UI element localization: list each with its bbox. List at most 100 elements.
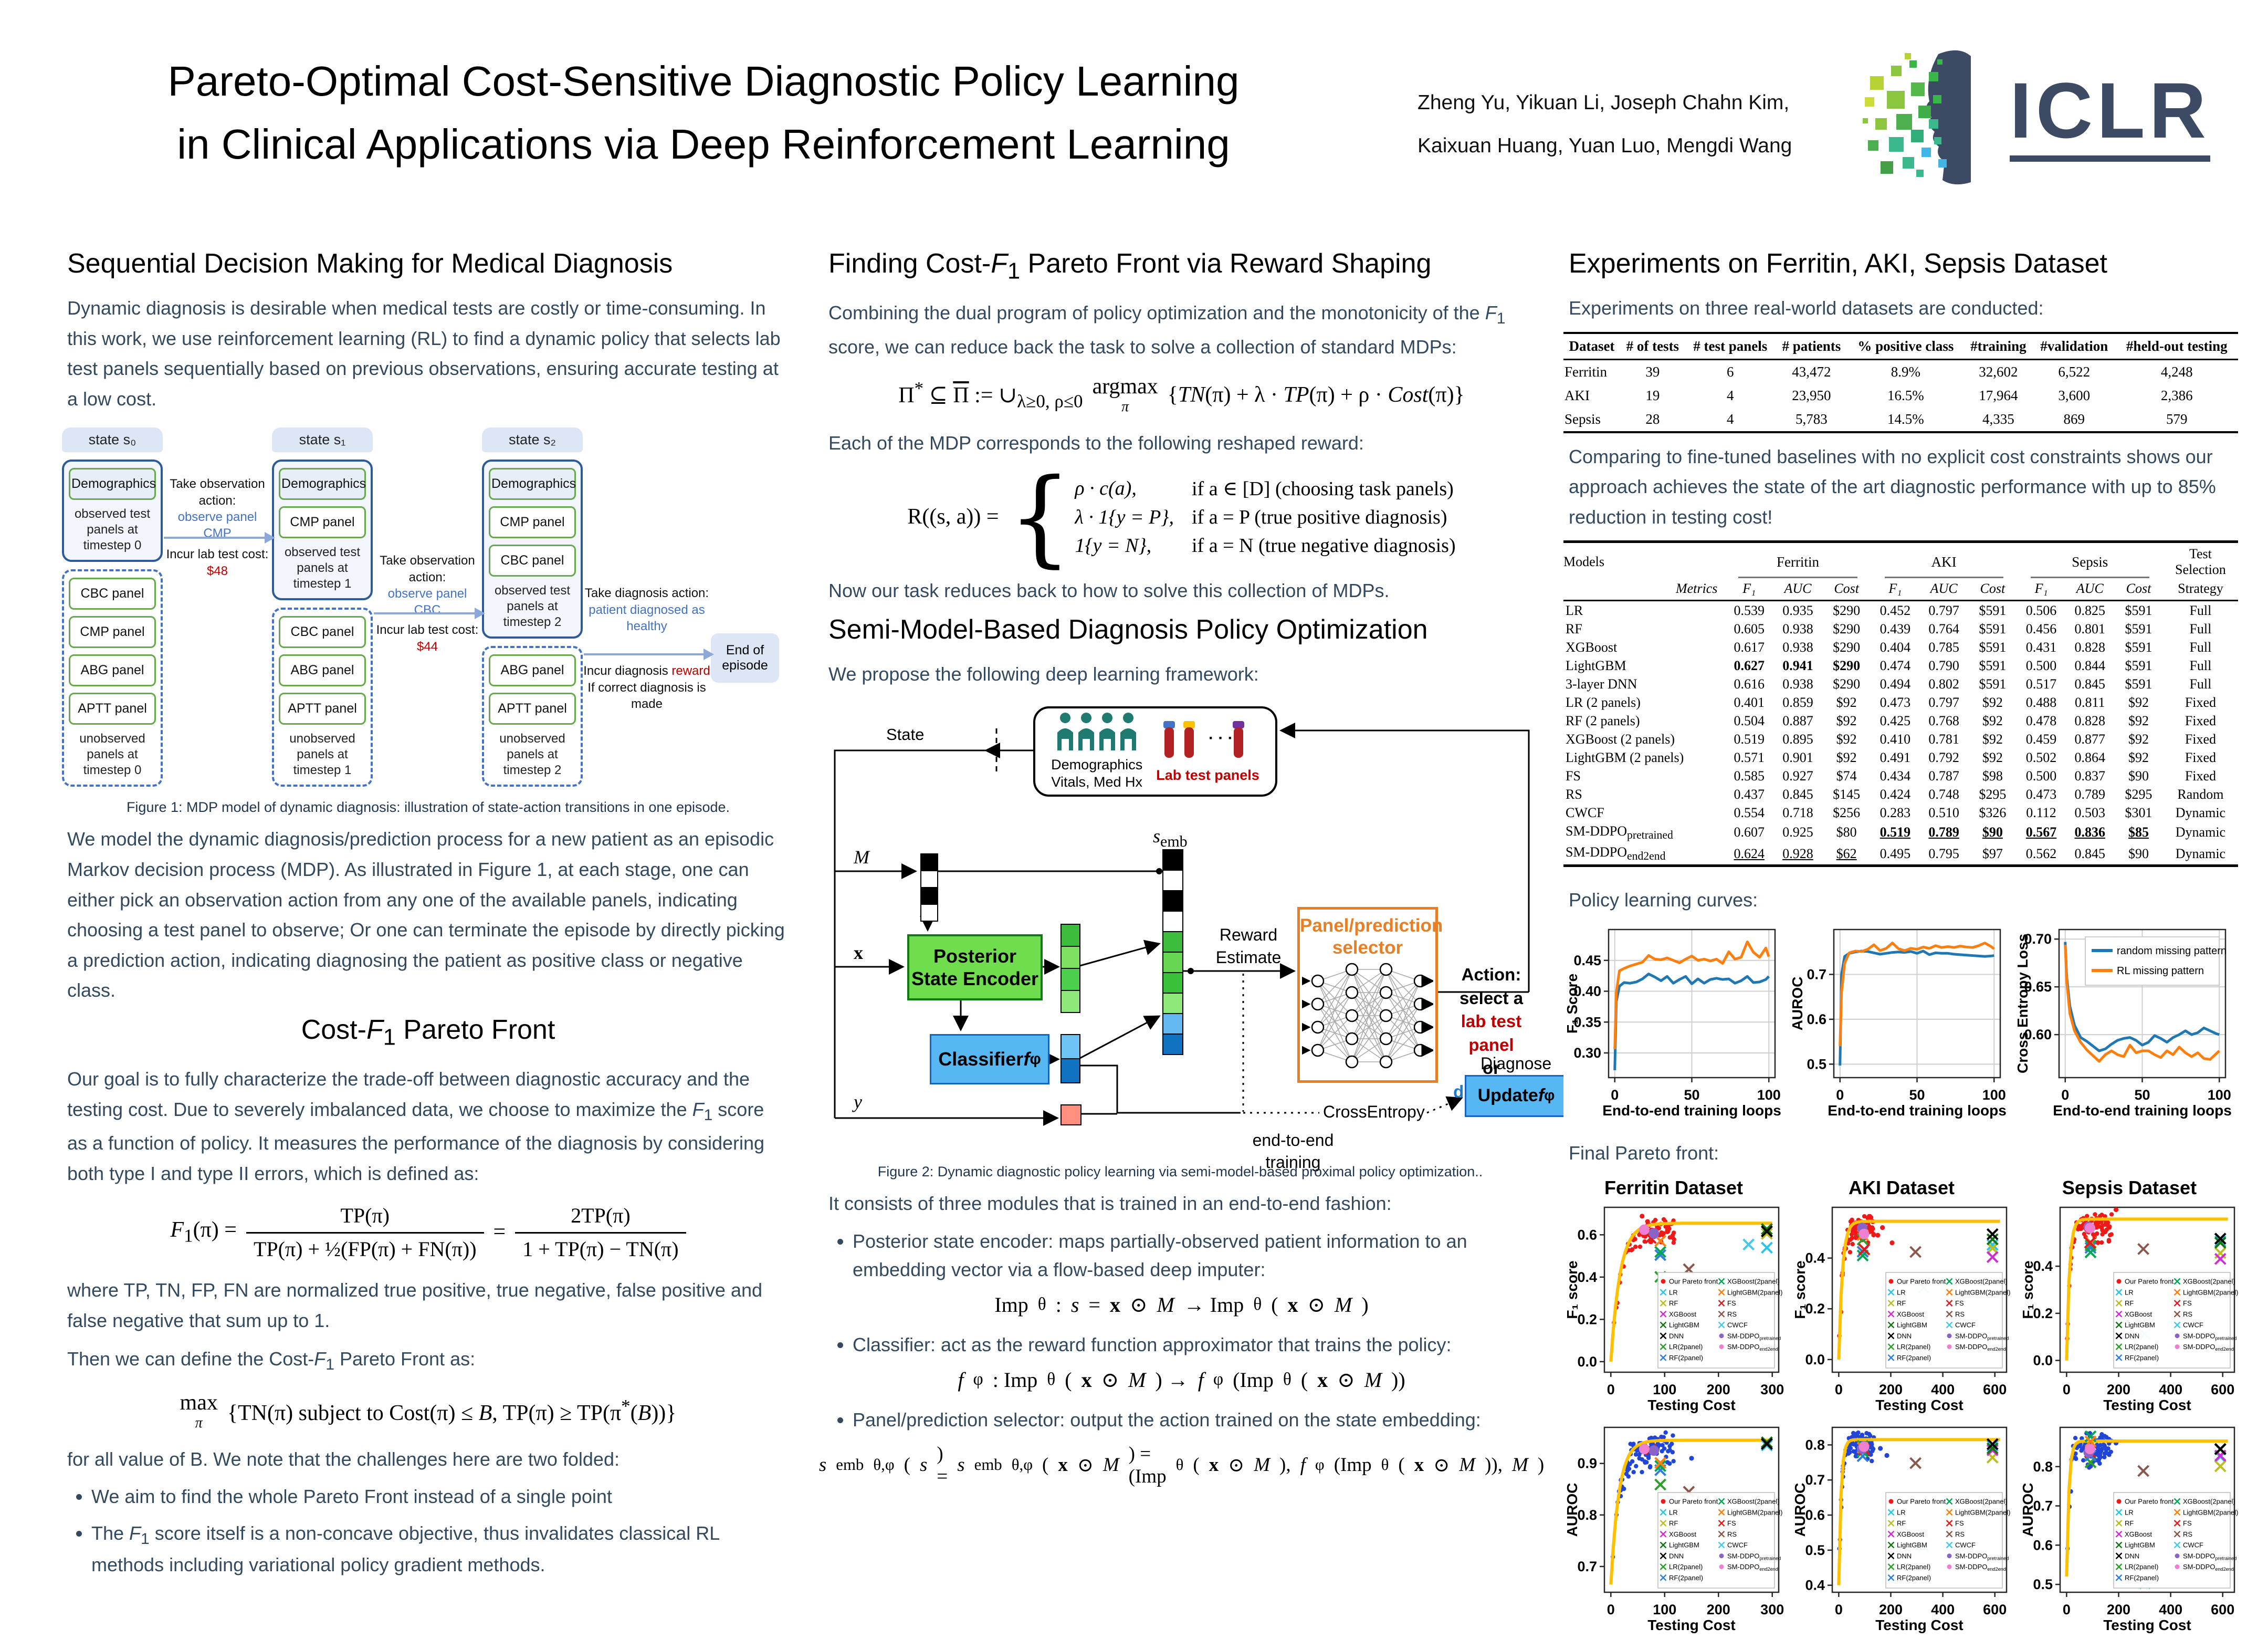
datasets-cell: 16.5%	[1887, 387, 1924, 403]
results-cell: $92	[2128, 694, 2149, 710]
f1-formula-lhs: F1(π) =	[170, 1218, 237, 1246]
svg-text:200: 200	[1879, 1382, 1903, 1397]
results-cell: 0.928	[1782, 845, 1813, 861]
fig1-panel: Demographics	[69, 468, 156, 500]
fig2-x-label: x	[854, 942, 863, 963]
fig2-diagnose-label: Diagnose	[1480, 1053, 1552, 1073]
fig1-panel: CBC panel	[69, 578, 156, 610]
fig1-transition-1: Take observation action: observe panel CB…	[374, 427, 485, 787]
svg-text:200: 200	[2107, 1602, 2130, 1617]
results-metric-row: Metrics F₁ AUC Cost F₁ AUC Cost F₁ AUC Cost Strate…	[1563, 579, 2238, 602]
svg-text:300: 300	[1760, 1602, 1784, 1617]
results-cell: 0.764	[1928, 621, 1959, 636]
figure1-grid: state s₀ Demographics observed test panels…	[62, 427, 794, 787]
middle-paragraph-3: Now our task reduces back to how to solv…	[828, 579, 1390, 601]
svg-text:Cross Entropy Loss: Cross Entropy Loss	[2014, 934, 2031, 1073]
results-cell: $92	[1836, 713, 1857, 728]
results-cell: $591	[2125, 676, 2152, 692]
curves-label: Policy learning curves:	[1569, 889, 1758, 911]
results-cell: 0.401	[1734, 694, 1765, 710]
results-cell: 0.459	[2025, 731, 2057, 747]
svg-text:0: 0	[1607, 1382, 1615, 1397]
results-row: CWCF 0.554 0.718 $256 0.283 0.510 $326 0.112 0.5…	[1563, 803, 2238, 822]
results-metric-col: Cost	[1822, 579, 1871, 602]
datasets-cell: 6,522	[2058, 363, 2091, 380]
results-cell: $92	[2128, 731, 2149, 747]
results-cell: 0.519	[1880, 824, 1911, 840]
svg-text:LightGBM(2panel): LightGBM(2panel)	[1955, 1288, 2011, 1296]
svg-text:0: 0	[1835, 1382, 1843, 1397]
fig2-panel-prediction-selector-box: Panel/prediction selector	[1297, 906, 1443, 1083]
right-heading: Experiments on Ferritin, AKI, Sepsis Dat…	[1569, 248, 2107, 279]
svg-text:AUROC: AUROC	[1789, 977, 1805, 1031]
results-cell: 0.748	[1928, 786, 1959, 802]
svg-text:0: 0	[1836, 1087, 1844, 1103]
middle-paragraph-4: We propose the following deep learning f…	[828, 663, 1259, 685]
svg-text:0.65: 0.65	[2024, 979, 2052, 995]
poster-root: { "poster": { "title_line1": "Pareto-Opt…	[0, 0, 2268, 1512]
datasets-cell: 4	[1727, 387, 1734, 403]
results-group-header: Sepsis	[2017, 542, 2163, 580]
results-cell: $290	[1833, 602, 1861, 618]
results-cell: $92	[1982, 713, 2003, 728]
results-cell: 0.503	[2074, 805, 2106, 820]
results-row: SM-DDPOpretrained 0.607 0.925 $80 0.519 0.789…	[1563, 822, 2238, 843]
svg-text:400: 400	[2159, 1382, 2182, 1397]
results-cell: 0.789	[1928, 824, 1959, 840]
svg-text:RF: RF	[1669, 1519, 1678, 1527]
fig1-transition-text: Take observation action: observe panel CB…	[380, 554, 475, 617]
reward-case-cond: if a ∈ [D] (choosing task panels)	[1192, 477, 1454, 500]
svg-text:End-to-end training loops: End-to-end training loops	[1602, 1102, 1781, 1119]
svg-text:End-to-end training loops: End-to-end training loops	[1828, 1102, 2007, 1119]
results-cell: $591	[2125, 621, 2152, 636]
svg-text:DNN: DNN	[1669, 1332, 1684, 1340]
fig1-transition-text: Take observation action: observe panel CM…	[170, 477, 265, 540]
results-cell: 0.895	[1782, 731, 1813, 747]
results-row: RF 0.605 0.938 $290 0.439 0.764 $591 0.456 0.801…	[1563, 620, 2238, 638]
fig2-state-input-box: Demographics Vitals, Med Hx · · · Lab tes…	[1033, 706, 1277, 797]
datasets-cell: 5,783	[1796, 411, 1828, 427]
pareto-dataset-titles: Ferritin Dataset AKI Dataset Sepsis Datase…	[1563, 1177, 2241, 1199]
datasets-cell: 17,964	[1979, 387, 2018, 403]
results-cell: $90	[1982, 824, 2003, 840]
pareto-f1-sepsis-chart: 0 200 400 600 0.0 0.2 0.4 Testing Cost F₁ score O…	[2019, 1202, 2240, 1419]
results-cell: 0.627	[1734, 657, 1765, 673]
results-cell: $591	[2125, 657, 2152, 673]
svg-text:RS: RS	[1955, 1530, 1965, 1538]
middle-heading-2: Semi-Model-Based Diagnosis Policy Optimi…	[828, 614, 1428, 645]
results-cell: 0.925	[1782, 824, 1813, 840]
pareto-front-auroc-charts: 0 100 200 300 0.7 0.8 0.9 Testing Cost AUROC Our …	[1563, 1422, 2241, 1639]
figure2-caption: Figure 2: Dynamic diagnostic policy lear…	[877, 1163, 1483, 1179]
fig1-transition-arrow	[584, 649, 714, 661]
svg-text:Testing Cost: Testing Cost	[1875, 1617, 1963, 1633]
datasets-cell: 23,950	[1792, 387, 1831, 403]
fig1-transition-arrow	[164, 532, 275, 544]
results-row: LightGBM (2 panels) 0.571 0.901 $92 0.491 0.7…	[1563, 748, 2238, 767]
results-cell: 0.473	[2025, 786, 2057, 802]
results-model-name: LightGBM	[1566, 657, 1626, 673]
results-model-name: SM-DDPOend2end	[1566, 844, 1666, 863]
svg-text:50: 50	[1684, 1087, 1699, 1103]
results-model-name: RF (2 panels)	[1566, 713, 1640, 728]
results-cell: 0.845	[2074, 845, 2106, 861]
results-cell: 0.617	[1734, 639, 1765, 655]
results-cell: $256	[1833, 805, 1861, 820]
results-cell: 0.811	[2074, 694, 2105, 710]
fig1-transition-2: Take diagnosis action: patient diagnosed …	[583, 427, 714, 787]
left-paragraph-2: We model the dynamic diagnosis/predictio…	[67, 828, 785, 1001]
datasets-cell: Sepsis	[1564, 411, 1601, 427]
results-cell: $591	[1979, 676, 2007, 692]
svg-text:XGBoost(2panel): XGBoost(2panel)	[2183, 1277, 2235, 1285]
svg-text:SM-DDPOpretrained: SM-DDPOpretrained	[1955, 1332, 2009, 1341]
svg-text:0.4: 0.4	[1805, 1578, 1825, 1593]
left-paragraph-4: where TP, TN, FP, FN are normalized true…	[67, 1279, 763, 1331]
svg-text:RL missing pattern: RL missing pattern	[2117, 965, 2204, 977]
results-cell: 0.781	[1928, 731, 1959, 747]
results-cell: Fixed	[2185, 731, 2217, 747]
results-cell: Full	[2189, 639, 2212, 655]
svg-text:0.6: 0.6	[1577, 1227, 1597, 1243]
fig1-transition-0: Take observation action: observe panel CM…	[164, 427, 275, 787]
reward-case-cond: if a = N (true negative diagnosis)	[1192, 534, 1456, 557]
results-model-name: FS	[1566, 768, 1581, 784]
